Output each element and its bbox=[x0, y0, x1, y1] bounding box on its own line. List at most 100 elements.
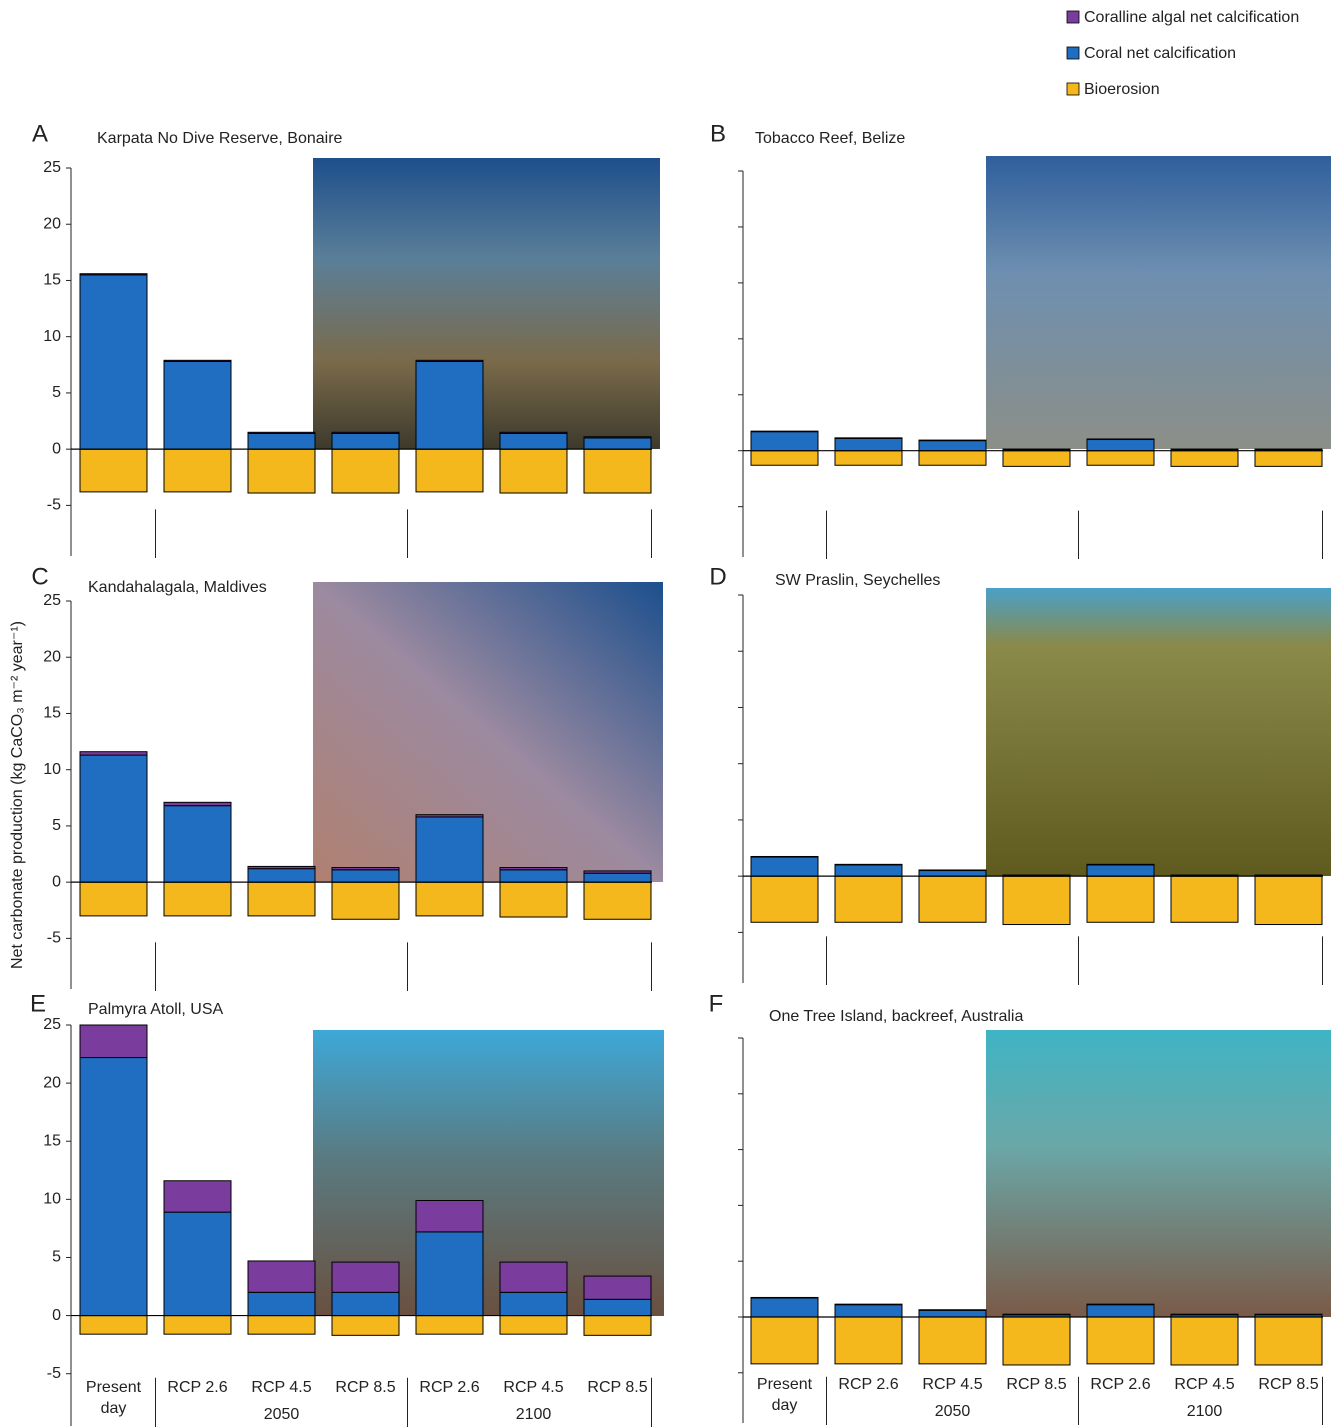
panel-title: Tobacco Reef, Belize bbox=[755, 130, 905, 147]
y-tick-label: 20 bbox=[43, 648, 61, 665]
x-tick-label: RCP 2.6 bbox=[167, 1379, 228, 1396]
bar-bioerosion bbox=[1170, 450, 1239, 467]
y-tick-label: 15 bbox=[43, 1132, 61, 1149]
bar-coral bbox=[583, 1298, 652, 1317]
bar-bioerosion bbox=[79, 1315, 148, 1335]
bar-coralline bbox=[1254, 448, 1323, 451]
bar-bioerosion bbox=[163, 448, 232, 493]
x-tick-label: RCP 2.6 bbox=[1090, 1376, 1151, 1393]
x-tick-label: RCP 4.5 bbox=[503, 1379, 564, 1396]
photo bbox=[986, 588, 1331, 876]
bar-bioerosion bbox=[750, 1316, 819, 1365]
bar-coral bbox=[1086, 864, 1155, 877]
bar-coralline bbox=[1170, 448, 1239, 451]
bar-coral bbox=[499, 1291, 568, 1317]
bar-coralline bbox=[1170, 874, 1239, 877]
x-group-label: 2100 bbox=[1186, 1403, 1223, 1420]
y-tick-label: 5 bbox=[52, 817, 61, 834]
bar-bioerosion bbox=[415, 881, 484, 917]
bar-bioerosion bbox=[583, 1315, 652, 1336]
bar-coral bbox=[247, 1291, 316, 1317]
bar-coralline bbox=[415, 814, 484, 818]
y-tick-label: 0 bbox=[52, 873, 61, 890]
y-tick-label: 25 bbox=[43, 1016, 61, 1033]
bar-coralline bbox=[1254, 1313, 1323, 1316]
y-tick-label: 5 bbox=[52, 1249, 61, 1266]
panel-letter: D bbox=[709, 563, 726, 590]
y-tick-label: 25 bbox=[43, 159, 61, 176]
legend-swatch bbox=[1066, 10, 1080, 24]
panel-title: Karpata No Dive Reserve, Bonaire bbox=[97, 130, 343, 147]
bar-coralline bbox=[163, 359, 232, 362]
x-tick-label: RCP 4.5 bbox=[1174, 1376, 1235, 1393]
bar-coralline bbox=[1086, 438, 1155, 441]
bar-coral bbox=[750, 856, 819, 877]
bar-coralline bbox=[79, 1024, 148, 1059]
y-tick-label: 15 bbox=[43, 272, 61, 289]
bar-coral bbox=[1086, 1304, 1155, 1318]
bar-coral bbox=[834, 1304, 903, 1318]
bar-coral bbox=[918, 440, 987, 452]
bar-coralline bbox=[499, 867, 568, 871]
bar-coralline bbox=[918, 439, 987, 442]
y-tick-label: -5 bbox=[47, 930, 61, 947]
bar-bioerosion bbox=[1254, 450, 1323, 467]
bar-coralline bbox=[1002, 874, 1071, 877]
bar-coral bbox=[247, 432, 316, 450]
bar-bioerosion bbox=[583, 881, 652, 920]
bar-coralline bbox=[750, 430, 819, 433]
bar-coral bbox=[79, 754, 148, 883]
legend-label: Bioerosion bbox=[1084, 81, 1160, 98]
bar-coralline bbox=[415, 1200, 484, 1233]
x-tick-label: RCP 4.5 bbox=[922, 1376, 983, 1393]
bar-coralline bbox=[583, 1275, 652, 1300]
y-tick-label: 5 bbox=[52, 384, 61, 401]
bar-coralline bbox=[834, 863, 903, 866]
bar-coralline bbox=[499, 1261, 568, 1293]
y-tick-label: 10 bbox=[43, 328, 61, 345]
bar-bioerosion bbox=[415, 448, 484, 493]
y-tick-label: -5 bbox=[47, 497, 61, 514]
x-tick-label: Present day bbox=[85, 1379, 142, 1417]
bar-coralline bbox=[247, 1260, 316, 1293]
bar-bioerosion bbox=[750, 450, 819, 466]
bar-coralline bbox=[750, 855, 819, 858]
y-tick-label: 25 bbox=[43, 592, 61, 609]
bar-bioerosion bbox=[415, 1315, 484, 1335]
bar-coralline bbox=[331, 867, 400, 871]
bar-bioerosion bbox=[331, 1315, 400, 1336]
bar-coral bbox=[834, 864, 903, 877]
legend-label: Coralline algal net calcification bbox=[1084, 9, 1299, 26]
panel-letter: E bbox=[30, 990, 46, 1017]
x-tick-label: RCP 2.6 bbox=[419, 1379, 480, 1396]
bar-bioerosion bbox=[1002, 450, 1071, 467]
bar-coral bbox=[499, 869, 568, 883]
bar-bioerosion bbox=[1170, 1316, 1239, 1366]
y-tick-label: 10 bbox=[43, 761, 61, 778]
bar-coral bbox=[163, 805, 232, 883]
x-tick-label: RCP 8.5 bbox=[335, 1379, 396, 1396]
panel-title: One Tree Island, backreef, Australia bbox=[769, 1008, 1023, 1025]
bar-bioerosion bbox=[499, 881, 568, 918]
y-tick-label: 20 bbox=[43, 215, 61, 232]
x-tick-label: Present day bbox=[756, 1376, 813, 1414]
bar-coral bbox=[1086, 439, 1155, 452]
y-tick-label: 20 bbox=[43, 1074, 61, 1091]
bar-bioerosion bbox=[499, 1315, 568, 1335]
bar-coralline bbox=[918, 1309, 987, 1311]
bar-bioerosion bbox=[834, 1316, 903, 1365]
bar-coralline bbox=[1254, 874, 1323, 877]
panel-letter: A bbox=[32, 120, 48, 147]
bar-bioerosion bbox=[1086, 450, 1155, 466]
bar-coral bbox=[834, 437, 903, 452]
photo bbox=[986, 1030, 1331, 1317]
bar-coralline bbox=[163, 801, 232, 807]
bar-bioerosion bbox=[79, 448, 148, 493]
panel-letter: B bbox=[710, 120, 726, 147]
bar-bioerosion bbox=[163, 881, 232, 917]
bar-coral bbox=[750, 1297, 819, 1318]
bar-bioerosion bbox=[79, 881, 148, 917]
y-tick-label: -5 bbox=[47, 1365, 61, 1382]
bar-coralline bbox=[918, 869, 987, 872]
